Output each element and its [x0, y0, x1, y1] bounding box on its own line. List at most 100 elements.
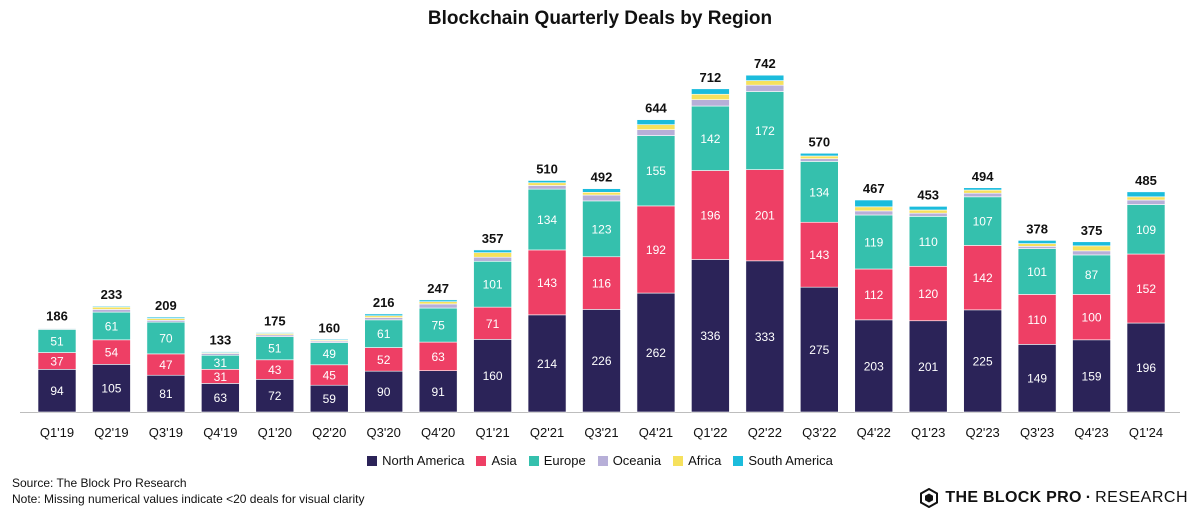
bar-segment — [364, 313, 404, 317]
legend-item: Asia — [476, 453, 517, 468]
segment-value-label: 123 — [591, 222, 611, 236]
segment-value-label: 143 — [809, 248, 829, 262]
bar-segment — [473, 249, 512, 253]
bar-segment — [92, 309, 131, 313]
bar-segment — [473, 252, 512, 258]
segment-value-label: 149 — [1027, 372, 1047, 386]
segment-value-label: 59 — [323, 392, 337, 406]
bar-segment — [1126, 196, 1166, 201]
bar-total-label: 175 — [264, 314, 286, 329]
bar-segment — [1072, 245, 1111, 252]
bar-segment — [745, 84, 785, 92]
bar-segment — [582, 194, 621, 202]
segment-value-label: 275 — [809, 343, 829, 357]
bar-segment — [745, 169, 785, 262]
segment-value-label: 37 — [50, 354, 64, 368]
bar-segment — [963, 309, 1002, 413]
legend-swatch — [733, 456, 744, 466]
bar-segment — [908, 216, 948, 267]
bar-segment — [527, 180, 567, 184]
segment-value-label: 81 — [159, 387, 173, 401]
bar-segment — [473, 256, 512, 262]
bar-segment — [908, 212, 948, 217]
segment-value-label: 159 — [1082, 369, 1102, 383]
segment-value-label: 336 — [700, 329, 720, 343]
bar-segment — [527, 185, 567, 190]
bar-segment — [745, 91, 785, 170]
segment-value-label: 109 — [1136, 223, 1156, 237]
bar-segment — [691, 259, 730, 413]
segment-value-label: 31 — [214, 370, 228, 384]
bar-total-label: 357 — [482, 231, 504, 246]
segment-value-label: 100 — [1082, 311, 1102, 325]
bar-segment — [1126, 253, 1166, 324]
bar-segment — [146, 321, 186, 355]
bar-segment — [745, 80, 785, 86]
brand-subtitle: RESEARCH — [1095, 489, 1188, 506]
x-tick-label: Q3'21 — [584, 425, 618, 440]
segment-value-label: 262 — [646, 346, 666, 360]
bar-segment — [418, 301, 458, 305]
bar-total-label: 186 — [46, 309, 68, 324]
x-tick-label: Q3'23 — [1020, 425, 1054, 440]
bar-segment — [636, 292, 676, 413]
bar-segment — [582, 256, 621, 310]
bar-segment — [1017, 344, 1057, 413]
bar-segment — [1072, 250, 1111, 256]
x-tick-label: Q1'19 — [40, 425, 74, 440]
x-tick-label: Q4'22 — [857, 425, 891, 440]
bar-segment — [854, 210, 894, 216]
bar-segment — [854, 319, 894, 413]
bar-total-label: 247 — [427, 281, 449, 296]
bar-segment — [146, 374, 186, 413]
bar-segment — [691, 93, 730, 100]
bar-segment — [92, 306, 131, 310]
bar-segment — [854, 268, 894, 321]
bar-segment — [473, 339, 512, 413]
segment-value-label: 110 — [1028, 313, 1047, 327]
bar-segment — [636, 129, 676, 136]
bar-segment — [309, 339, 349, 341]
bar-total-label: 485 — [1135, 173, 1157, 188]
bar-segment — [691, 88, 730, 95]
bar-segment — [799, 161, 839, 223]
segment-value-label: 142 — [973, 271, 993, 285]
bar-segment — [527, 314, 567, 413]
legend-swatch — [528, 456, 539, 466]
segment-value-label: 107 — [973, 215, 993, 229]
brand-name: THE BLOCK PRO — [945, 489, 1082, 506]
bar-segment — [799, 152, 839, 157]
bar-total-label: 712 — [700, 70, 722, 85]
x-tick-label: Q1'24 — [1129, 425, 1163, 440]
bar-segment — [1072, 294, 1111, 341]
segment-value-label: 101 — [483, 278, 503, 292]
bar-total-label: 209 — [155, 298, 177, 313]
x-tick-label: Q2'19 — [94, 425, 128, 440]
segment-value-label: 134 — [537, 213, 557, 227]
legend-swatch — [597, 456, 608, 466]
bar-segment — [908, 320, 948, 413]
segment-value-label: 70 — [159, 332, 173, 346]
bar-total-label: 492 — [591, 170, 613, 185]
segment-value-label: 112 — [864, 288, 883, 302]
bar-segment — [146, 316, 186, 319]
bar-segment — [1072, 339, 1111, 413]
segment-value-label: 51 — [268, 342, 282, 356]
bar-total-label: 570 — [808, 134, 830, 149]
bar-segment — [745, 260, 785, 413]
segment-value-label: 72 — [268, 389, 282, 403]
footnote: Note: Missing numerical values indicate … — [12, 492, 365, 506]
segment-value-label: 90 — [377, 385, 391, 399]
bar-total-label: 742 — [754, 56, 776, 71]
bar-total-label: 494 — [972, 169, 994, 184]
bar-segment — [473, 260, 512, 308]
bar-segment — [908, 206, 948, 211]
legend-item: North America — [367, 453, 464, 468]
legend-label: Oceania — [612, 453, 662, 468]
x-tick-label: Q4'21 — [639, 425, 673, 440]
bar-segment — [1017, 243, 1057, 247]
bar-segment — [745, 74, 785, 81]
bar-segment — [473, 306, 512, 340]
bar-segment — [201, 383, 240, 413]
legend-swatch — [367, 456, 378, 466]
